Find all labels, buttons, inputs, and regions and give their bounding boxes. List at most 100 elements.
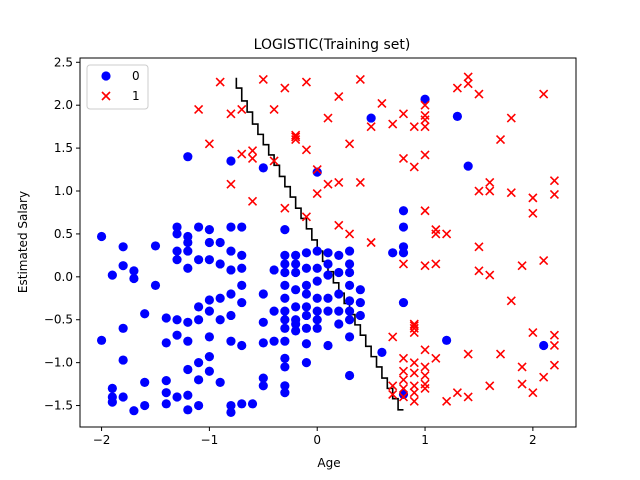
data-point-class-0	[398, 297, 409, 308]
data-point-class-1	[409, 381, 419, 391]
data-point-class-1	[420, 370, 430, 381]
data-point-class-0	[323, 293, 333, 303]
data-point-class-1	[442, 229, 452, 239]
data-point-class-0	[129, 406, 139, 416]
data-point-class-1	[388, 119, 398, 129]
data-point-class-0	[226, 310, 236, 321]
data-point-class-1	[291, 132, 301, 142]
data-point-class-0	[161, 399, 171, 409]
data-point-class-0	[194, 375, 204, 385]
data-point-class-0	[291, 302, 301, 312]
x-tick-label: 2	[529, 433, 537, 447]
legend-label-series-1: 1	[132, 89, 140, 103]
data-point-class-0	[334, 289, 344, 299]
data-point-class-0	[129, 266, 139, 276]
data-point-class-0	[334, 306, 344, 316]
data-point-class-1	[366, 122, 376, 132]
data-point-class-1	[323, 179, 333, 189]
data-point-class-0	[258, 163, 268, 173]
data-point-class-0	[172, 315, 182, 325]
data-point-class-1	[506, 188, 516, 198]
data-point-class-0	[194, 222, 204, 232]
data-point-class-0	[172, 255, 182, 265]
data-point-class-0	[344, 370, 355, 381]
data-point-class-0	[398, 222, 409, 232]
data-point-class-1	[388, 332, 398, 342]
data-point-class-0	[398, 248, 409, 258]
data-point-class-0	[226, 407, 236, 418]
data-point-class-1	[409, 162, 419, 172]
data-point-class-0	[280, 259, 290, 269]
data-point-class-0	[280, 362, 290, 372]
data-point-class-0	[258, 317, 268, 327]
data-point-class-0	[258, 373, 268, 383]
data-point-class-0	[355, 297, 365, 308]
data-point-class-1	[485, 381, 495, 391]
data-point-class-1	[549, 189, 560, 200]
data-point-class-0	[204, 352, 214, 362]
data-point-class-1	[517, 362, 527, 372]
data-point-class-0	[280, 267, 290, 278]
data-point-class-1	[355, 177, 365, 187]
data-point-class-1	[474, 186, 484, 196]
data-point-class-0	[161, 338, 171, 348]
data-point-class-0	[258, 381, 268, 391]
data-point-class-1	[312, 164, 322, 175]
data-point-class-0	[226, 289, 236, 299]
data-point-class-1	[463, 72, 473, 82]
data-point-class-0	[269, 265, 279, 275]
data-point-class-1	[420, 100, 430, 110]
data-point-class-1	[398, 392, 409, 402]
data-point-class-1	[420, 206, 430, 216]
x-tick-label: −1	[201, 433, 219, 447]
data-point-class-1	[528, 328, 538, 338]
data-point-class-0	[291, 250, 301, 260]
data-point-class-0	[183, 246, 193, 256]
data-point-class-1	[398, 375, 409, 385]
data-point-class-1	[474, 242, 484, 252]
data-point-class-1	[463, 349, 473, 359]
data-point-class-0	[204, 295, 214, 305]
data-point-class-1	[506, 113, 516, 123]
data-point-class-0	[183, 390, 193, 400]
y-tick-label: 2.5	[54, 55, 73, 69]
data-point-class-0	[301, 248, 312, 258]
y-tick-label: −1.5	[44, 399, 73, 413]
data-point-class-0	[204, 255, 214, 265]
data-point-class-1	[517, 379, 527, 389]
y-tick-label: 1.0	[54, 184, 73, 198]
plot-frame	[79, 57, 577, 428]
legend: 0 1	[86, 64, 149, 110]
data-point-class-1	[420, 115, 430, 125]
data-point-class-0	[442, 335, 452, 345]
data-point-class-0	[539, 340, 549, 351]
data-point-class-1	[420, 345, 430, 355]
data-point-class-1	[517, 261, 527, 271]
data-point-class-0	[452, 111, 462, 121]
data-point-class-1	[409, 328, 419, 338]
data-point-class-0	[237, 280, 247, 291]
y-tick-label: −1.0	[44, 356, 73, 370]
data-point-class-0	[161, 313, 171, 323]
data-point-class-0	[323, 270, 333, 280]
data-point-class-0	[355, 310, 365, 321]
y-tick-label: 1.5	[54, 141, 73, 155]
data-point-class-0	[215, 237, 225, 248]
data-point-class-0	[398, 389, 409, 399]
data-point-class-0	[334, 250, 344, 260]
data-point-class-0	[291, 259, 301, 269]
data-point-class-0	[161, 388, 171, 398]
data-point-class-1	[409, 122, 419, 132]
data-point-class-0	[323, 340, 333, 351]
data-point-class-0	[118, 261, 128, 271]
data-point-class-1	[269, 156, 279, 166]
data-point-class-0	[237, 297, 247, 308]
data-point-class-0	[183, 336, 193, 346]
data-point-class-0	[280, 250, 290, 260]
data-point-class-0	[161, 376, 171, 386]
data-point-class-0	[237, 263, 247, 273]
data-point-class-0	[312, 263, 322, 273]
data-point-class-0	[280, 280, 290, 291]
data-point-class-0	[301, 280, 312, 291]
